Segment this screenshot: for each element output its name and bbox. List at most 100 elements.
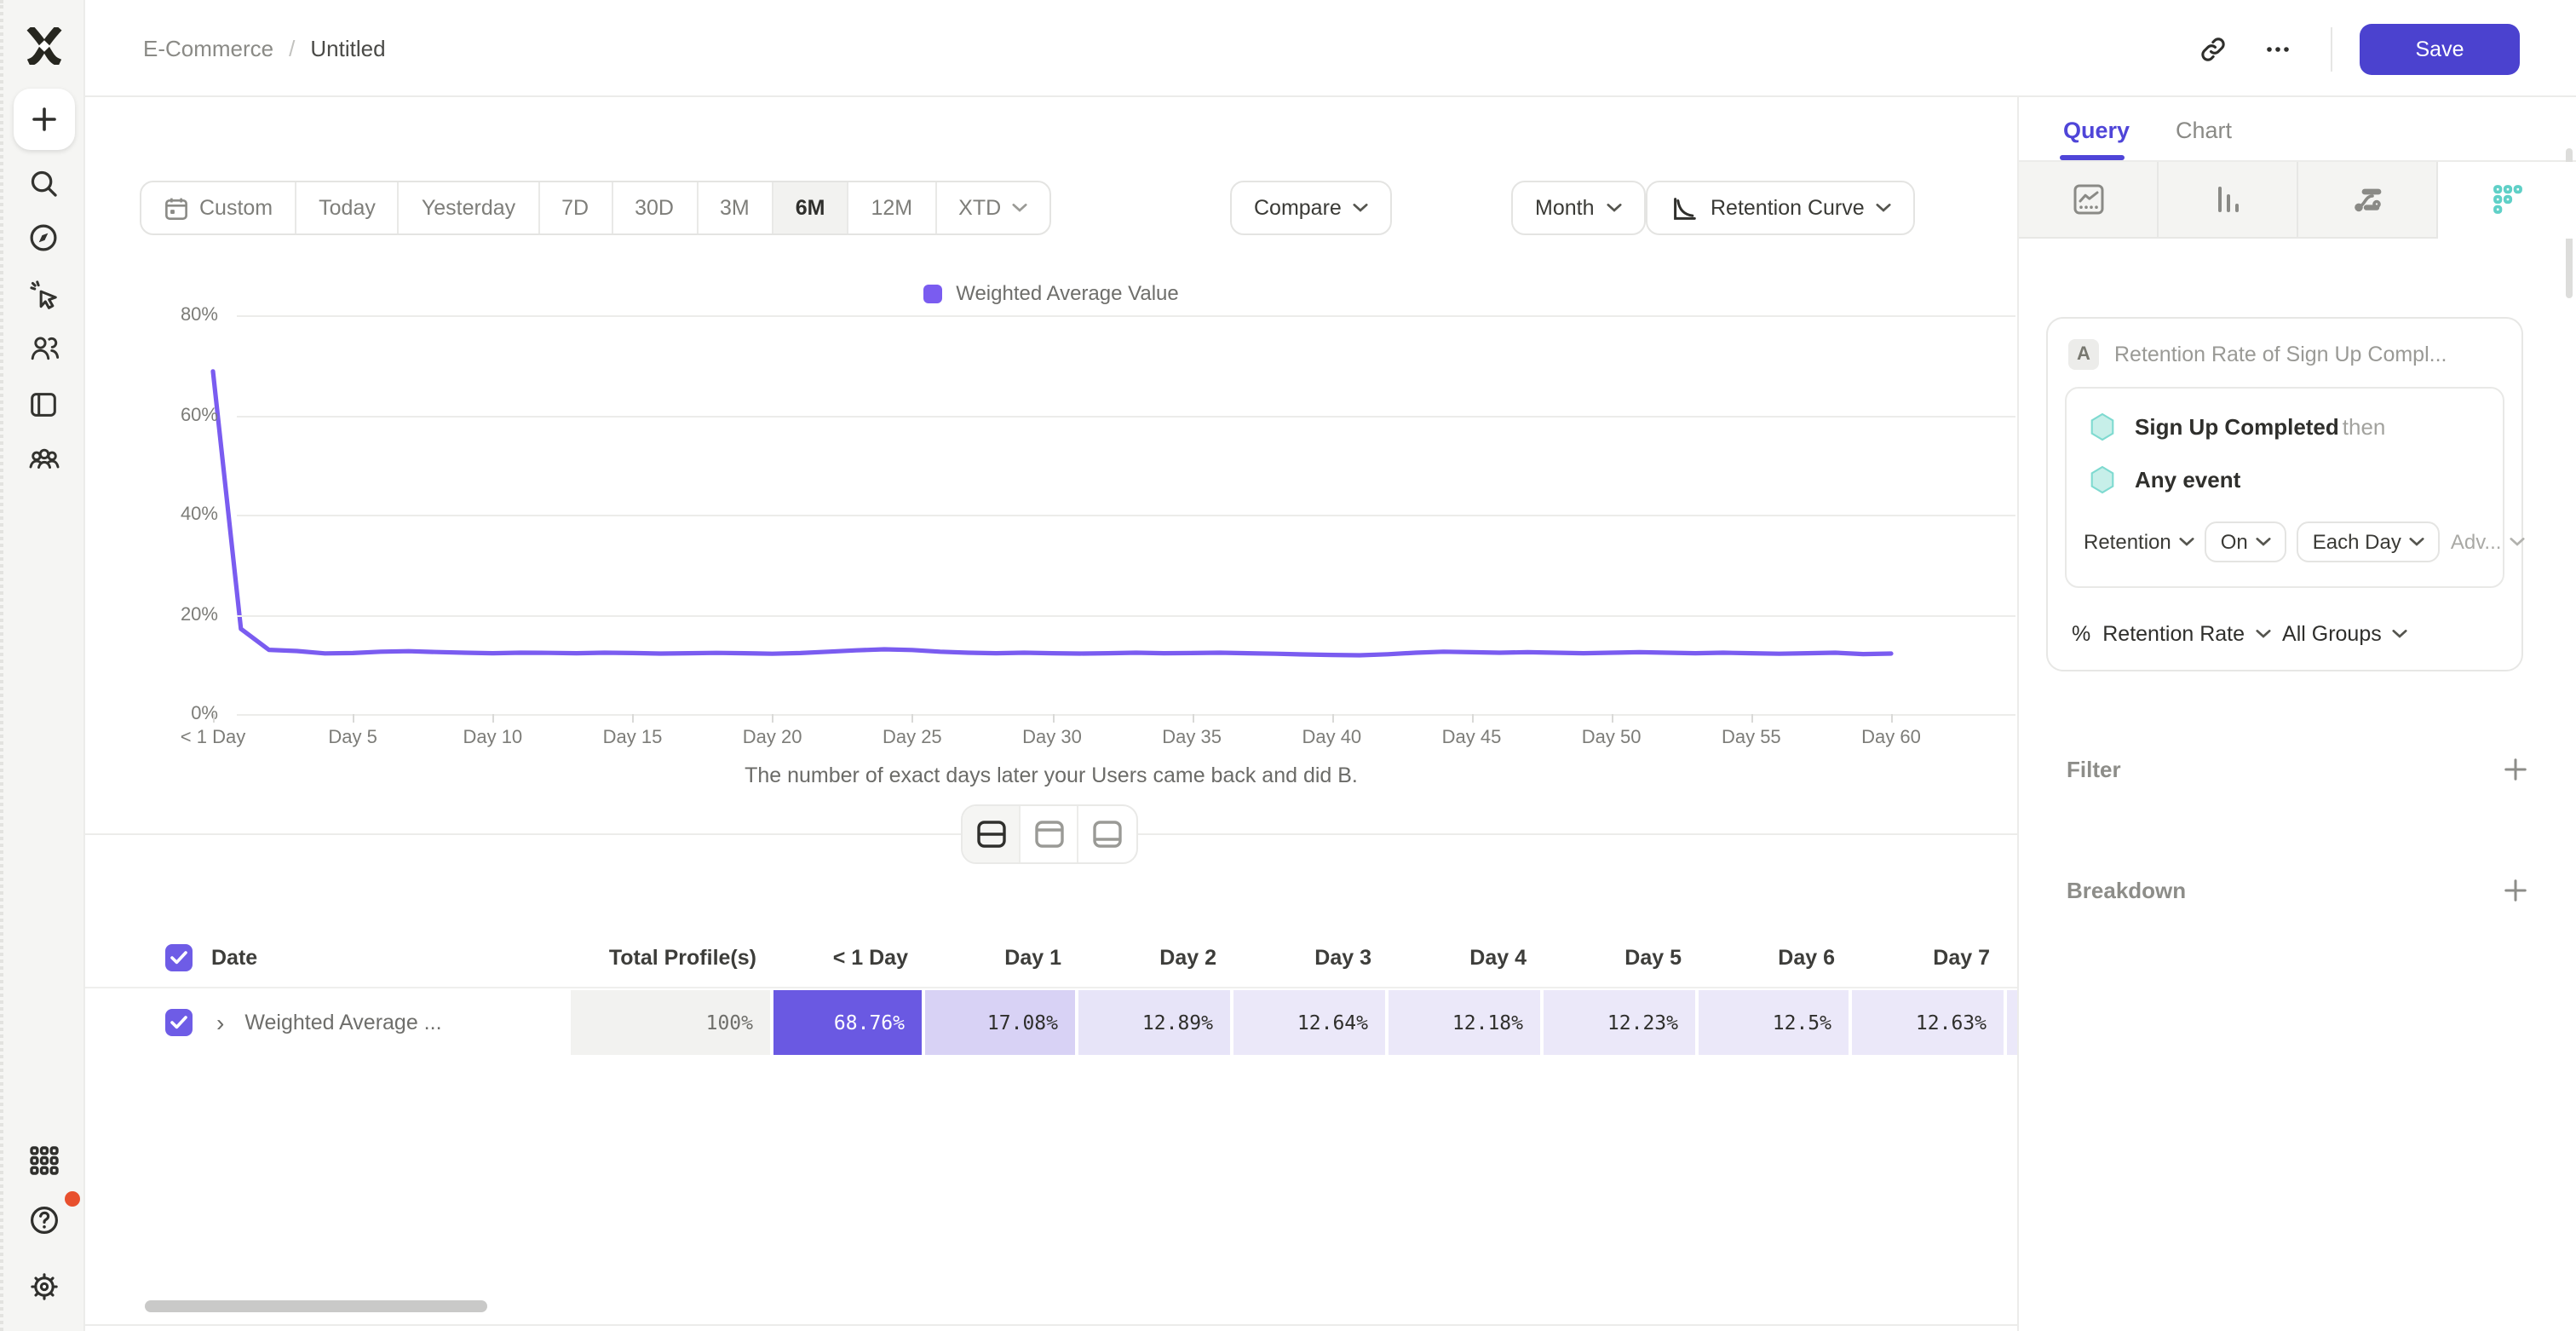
- interval-dropdown[interactable]: Each Day: [2297, 521, 2441, 562]
- retention-value-cell[interactable]: 12.63%: [1852, 990, 2007, 1055]
- explore-compass-icon[interactable]: [13, 211, 74, 262]
- compare-button[interactable]: Compare: [1230, 181, 1393, 235]
- y-tick-label: 80%: [180, 305, 218, 326]
- range-today[interactable]: Today: [296, 182, 400, 233]
- copy-link-icon[interactable]: [2188, 23, 2239, 74]
- x-tick-mark: [1751, 714, 1753, 723]
- column-header[interactable]: Day 6: [1778, 946, 1835, 970]
- legend-label: Weighted Average Value: [956, 281, 1179, 305]
- column-header[interactable]: D: [2007, 946, 2017, 970]
- range-custom[interactable]: Custom: [141, 182, 297, 233]
- breakdown-section: Breakdown: [2067, 878, 2528, 903]
- range-30d[interactable]: 30D: [612, 182, 698, 233]
- retention-value-cell[interactable]: 12.64%: [1233, 990, 1389, 1055]
- tab-query[interactable]: Query: [2063, 117, 2130, 142]
- x-tick-mark: [1611, 714, 1613, 723]
- cohorts-group-icon[interactable]: [13, 433, 74, 484]
- column-header[interactable]: Total Profile(s): [608, 946, 756, 970]
- retention-curve-icon: [1670, 193, 1699, 222]
- date-range-control: Custom Today Yesterday 7D 30D 3M 6M 12M XTD: [140, 181, 1051, 235]
- add-filter-button[interactable]: [2503, 757, 2528, 782]
- date-column-header[interactable]: Date: [211, 946, 258, 970]
- boards-icon[interactable]: [13, 378, 74, 429]
- retention-on-dropdown[interactable]: On: [2205, 521, 2287, 562]
- retention-value-cell[interactable]: 12.23%: [1544, 990, 1699, 1055]
- event-b-label: Any event: [2135, 467, 2241, 493]
- x-tick-mark: [632, 714, 635, 723]
- settings-gear-icon[interactable]: [13, 1261, 74, 1312]
- retention-value-cell[interactable]: 68.76%: [773, 990, 925, 1055]
- x-tick-mark: [213, 714, 215, 723]
- range-12m[interactable]: 12M: [849, 182, 937, 233]
- column-header[interactable]: Day 5: [1624, 946, 1682, 970]
- retention-value-cell[interactable]: 12.: [2007, 990, 2017, 1055]
- x-tick-label: Day 15: [602, 728, 663, 748]
- range-7d[interactable]: 7D: [539, 182, 613, 233]
- layout-split-view-button[interactable]: [963, 806, 1021, 862]
- range-xtd[interactable]: XTD: [936, 182, 1049, 233]
- tab-chart[interactable]: Chart: [2176, 117, 2233, 142]
- search-icon[interactable]: [13, 157, 74, 208]
- retention-value-cell[interactable]: 12.5%: [1699, 990, 1852, 1055]
- y-gridline: [237, 614, 2015, 616]
- chart-type-dropdown[interactable]: Retention Curve: [1646, 181, 1916, 235]
- filter-section-label: Filter: [2067, 757, 2121, 782]
- retention-value-cell[interactable]: 17.08%: [925, 990, 1078, 1055]
- y-tick-label: 20%: [180, 604, 218, 625]
- x-tick-mark: [1471, 714, 1474, 723]
- retention-value-cell[interactable]: 12.18%: [1389, 990, 1544, 1055]
- report-type-strip: [2019, 162, 2576, 239]
- report-canvas: Custom Today Yesterday 7D 30D 3M 6M 12M XTD Comp…: [85, 97, 2017, 1331]
- column-header[interactable]: Day 4: [1469, 946, 1527, 970]
- x-tick-label: Day 10: [463, 728, 523, 748]
- chart-legend[interactable]: Weighted Average Value: [85, 281, 2017, 305]
- advanced-dropdown[interactable]: Adv...: [2451, 530, 2526, 554]
- save-button[interactable]: Save: [2360, 23, 2520, 74]
- row-checkbox[interactable]: [165, 1009, 193, 1036]
- breadcrumb-project[interactable]: E-Commerce: [143, 36, 274, 61]
- add-breakdown-button[interactable]: [2503, 878, 2528, 903]
- query-name[interactable]: Retention Rate of Sign Up Compl...: [2114, 343, 2447, 366]
- create-new-button[interactable]: [13, 89, 74, 150]
- measure-dropdown[interactable]: Retention Rate: [2102, 622, 2270, 646]
- range-6m[interactable]: 6M: [773, 182, 849, 233]
- insights-report-tab[interactable]: [2019, 162, 2159, 239]
- mixpanel-logo-icon[interactable]: [13, 22, 74, 70]
- horizontal-scrollbar[interactable]: [145, 1300, 487, 1312]
- filter-section: Filter: [2067, 757, 2528, 782]
- retention-value-cell[interactable]: 12.89%: [1078, 990, 1233, 1055]
- more-options-icon[interactable]: [2252, 23, 2303, 74]
- help-icon[interactable]: [13, 1191, 79, 1246]
- groups-dropdown[interactable]: All Groups: [2282, 622, 2407, 646]
- select-all-checkbox[interactable]: [165, 944, 193, 971]
- range-3m[interactable]: 3M: [698, 182, 773, 233]
- y-gridline: [237, 515, 2015, 516]
- row-expander-chevron[interactable]: ›: [216, 1009, 225, 1036]
- column-header[interactable]: Day 2: [1159, 946, 1216, 970]
- layout-table-only-button[interactable]: [1078, 806, 1136, 862]
- event-a-row[interactable]: Sign Up Completed then: [2067, 395, 2503, 458]
- flows-report-tab[interactable]: [2298, 162, 2438, 239]
- event-b-row[interactable]: Any event: [2067, 458, 2503, 511]
- column-header[interactable]: Day 1: [1004, 946, 1061, 970]
- users-icon[interactable]: [13, 322, 74, 373]
- apps-grid-icon[interactable]: [13, 1135, 74, 1186]
- retention-type-dropdown[interactable]: Retention: [2084, 530, 2195, 554]
- funnels-report-tab[interactable]: [2159, 162, 2298, 239]
- y-gridline: [237, 415, 2015, 417]
- range-yesterday[interactable]: Yesterday: [400, 182, 540, 233]
- top-bar: E-Commerce / Untitled Save: [85, 0, 2576, 97]
- column-header[interactable]: Day 7: [1933, 946, 1990, 970]
- layout-chart-only-button[interactable]: [1021, 806, 1078, 862]
- granularity-dropdown[interactable]: Month: [1511, 181, 1646, 235]
- retention-report-tab[interactable]: [2438, 162, 2576, 239]
- column-header[interactable]: Day 3: [1314, 946, 1371, 970]
- y-tick-label: 0%: [191, 704, 218, 724]
- retention-line-chart[interactable]: 80% 60% 40% 20% 0% < 1 Day Day 5 Day 10 Day 15 Da…: [85, 305, 2017, 758]
- x-tick-mark: [772, 714, 774, 723]
- x-tick-mark: [1891, 714, 1893, 723]
- breadcrumb-page-title: Untitled: [310, 36, 386, 61]
- column-header[interactable]: < 1 Day: [832, 946, 908, 970]
- events-cursor-click-icon[interactable]: [13, 268, 74, 319]
- retention-value-cell[interactable]: 100%: [571, 990, 773, 1055]
